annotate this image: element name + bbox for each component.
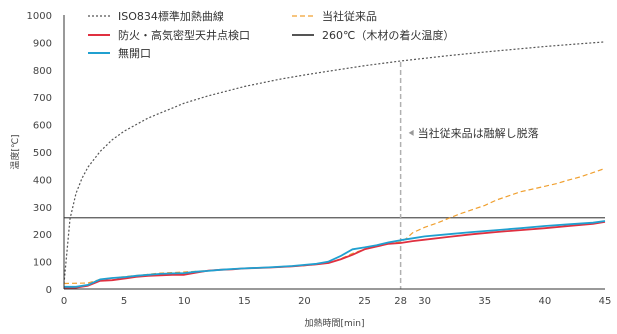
- y-tick-label: 600: [33, 121, 52, 132]
- axes: [63, 15, 605, 290]
- x-tick-label: 40: [539, 296, 552, 307]
- y-tick-label: 900: [33, 38, 52, 49]
- y-tick-label: 200: [33, 230, 52, 241]
- y-tick-label: 100: [33, 258, 52, 269]
- x-tick-label: 35: [478, 296, 491, 307]
- legend-label: 当社従来品: [322, 9, 377, 23]
- series-line-2: [64, 221, 606, 289]
- legend-label: 260℃（木材の着火温度）: [322, 28, 454, 42]
- x-tick-label: 5: [121, 296, 127, 307]
- y-tick-label: 800: [33, 66, 52, 77]
- y-tick-label: 500: [33, 148, 52, 159]
- series-line-1: [63, 167, 606, 285]
- legend-label: 防火・高気密型天井点検口: [118, 28, 250, 42]
- x-tick-label: 0: [61, 296, 67, 307]
- y-tick-label: 400: [33, 175, 52, 186]
- x-tick-label: 10: [178, 296, 191, 307]
- series-line-0: [63, 41, 606, 284]
- y-tick-label: 700: [33, 93, 52, 104]
- y-tick-label: 0: [46, 285, 52, 296]
- x-tick-label: 45: [599, 296, 612, 307]
- x-tick-label: 28: [394, 296, 407, 307]
- annotation: 当社従来品は融解し脱落: [408, 126, 539, 140]
- annotation-arrow-icon: [408, 129, 414, 136]
- y-axis-title: 温度[℃]: [9, 134, 21, 169]
- x-tick-label: 30: [418, 296, 431, 307]
- x-tick-label: 25: [358, 296, 371, 307]
- series-lines: [63, 41, 606, 289]
- y-tick-label: 1000: [27, 11, 52, 22]
- legend-label: 無開口: [118, 46, 151, 60]
- legend-label: ISO834標準加熱曲線: [118, 9, 224, 23]
- x-tick-label: 15: [238, 296, 251, 307]
- x-tick-label: 20: [298, 296, 311, 307]
- annotation-text: 当社従来品は融解し脱落: [418, 126, 539, 140]
- x-axis-title: 加熱時間[min]: [305, 317, 365, 329]
- reference-lines: [64, 62, 605, 289]
- tick-labels: 0 100 200 300 400 500 600 700 800 900 1000 0 5 10 15 20…: [27, 11, 612, 307]
- y-tick-label: 300: [33, 203, 52, 214]
- series-line-3: [64, 220, 606, 288]
